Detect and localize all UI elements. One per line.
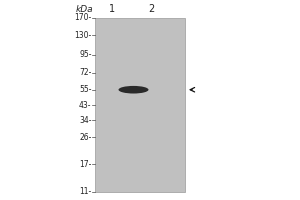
Ellipse shape bbox=[118, 86, 148, 94]
FancyBboxPatch shape bbox=[94, 18, 184, 192]
Text: 55-: 55- bbox=[79, 85, 92, 94]
Text: 2: 2 bbox=[148, 4, 154, 14]
Text: 17-: 17- bbox=[79, 160, 92, 169]
Text: 72-: 72- bbox=[79, 68, 92, 77]
Text: 170-: 170- bbox=[74, 14, 92, 22]
Text: 11-: 11- bbox=[79, 188, 92, 196]
Text: 43-: 43- bbox=[79, 101, 92, 110]
Text: 26-: 26- bbox=[79, 133, 92, 142]
Text: 1: 1 bbox=[110, 4, 116, 14]
Text: 95-: 95- bbox=[79, 50, 92, 59]
Text: 130-: 130- bbox=[74, 31, 92, 40]
Text: kDa: kDa bbox=[75, 5, 93, 14]
Text: 34-: 34- bbox=[79, 116, 92, 125]
